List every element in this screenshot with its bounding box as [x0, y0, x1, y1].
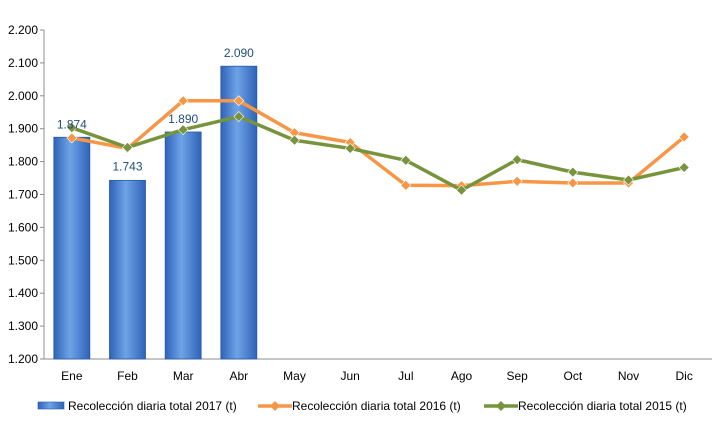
bar-value-label: 1.874	[57, 117, 87, 131]
series-line	[71, 114, 685, 192]
x-tick-label: Sep	[506, 369, 528, 383]
legend-swatch-marker	[270, 401, 280, 411]
bar	[109, 179, 146, 360]
x-tick-label: Oct	[563, 369, 582, 383]
y-tick-label: 1.400	[8, 286, 38, 300]
x-tick-label: Feb	[117, 369, 138, 383]
x-tick-label: Ago	[451, 369, 473, 383]
x-tick-label: Abr	[229, 369, 248, 383]
line-point-marker	[177, 95, 189, 107]
line-point-marker	[233, 111, 245, 122]
x-tick-label: Dic	[675, 369, 692, 383]
legend-label: Recolección diaria total 2016 (t)	[292, 399, 461, 413]
y-tick-label: 2.200	[8, 23, 38, 37]
bar	[220, 65, 258, 360]
line-point-marker	[289, 134, 300, 146]
axes: 1.200 1.300 1.400 1.500 1.600 1.700 1.800 1.900…	[8, 23, 712, 383]
line-point-marker	[678, 162, 690, 173]
line-point-marker	[66, 122, 78, 134]
legend-swatch	[37, 401, 65, 410]
x-tick-label: Mar	[173, 369, 194, 383]
bar	[53, 136, 91, 360]
line-point-marker	[567, 177, 579, 189]
bar-series	[53, 65, 258, 360]
line-point-marker	[678, 131, 690, 143]
y-tick-label: 1.300	[8, 319, 38, 333]
y-tick-label: 1.700	[8, 188, 38, 202]
x-tick-label: Jul	[398, 369, 413, 383]
line-point-marker	[456, 184, 467, 196]
line-point-marker	[177, 124, 189, 136]
y-tick-label: 1.900	[8, 122, 38, 136]
x-tick-label: Jun	[340, 369, 359, 383]
line-point-marker	[233, 95, 245, 107]
data-labels: 1.874 1.743 1.890 2.090	[57, 46, 254, 173]
line-point-marker	[511, 175, 523, 187]
line-point-marker	[400, 154, 412, 166]
bar	[164, 131, 202, 360]
y-tick-label: 2.000	[8, 89, 38, 103]
legend-label: Recolección diaria total 2015 (t)	[518, 399, 687, 413]
y-tick-label: 1.500	[8, 253, 38, 267]
line-point-marker	[623, 174, 634, 186]
x-tick-label: Ene	[61, 369, 83, 383]
line-point-marker	[400, 179, 412, 191]
bar-value-label: 2.090	[224, 46, 254, 60]
series-line	[71, 98, 686, 188]
y-tick-label: 1.600	[8, 220, 38, 234]
line-point-marker	[122, 142, 133, 153]
line-point-marker	[344, 143, 356, 154]
y-tick-label: 2.100	[8, 56, 38, 70]
legend: Recolección diaria total 2017 (t) Recolec…	[37, 399, 687, 413]
legend-label: Recolección diaria total 2017 (t)	[68, 399, 237, 413]
y-tick-label: 1.200	[8, 352, 38, 366]
line-point-marker	[66, 132, 78, 144]
legend-swatch-marker	[496, 401, 506, 411]
x-tick-label: May	[283, 369, 306, 383]
x-tick-label: Nov	[618, 369, 639, 383]
bar-value-label: 1.890	[168, 112, 198, 126]
line-point-marker	[567, 166, 579, 178]
line-series	[66, 95, 690, 196]
bar-value-label: 1.743	[112, 159, 142, 173]
y-tick-label: 1.800	[8, 155, 38, 169]
line-point-marker	[511, 154, 523, 166]
